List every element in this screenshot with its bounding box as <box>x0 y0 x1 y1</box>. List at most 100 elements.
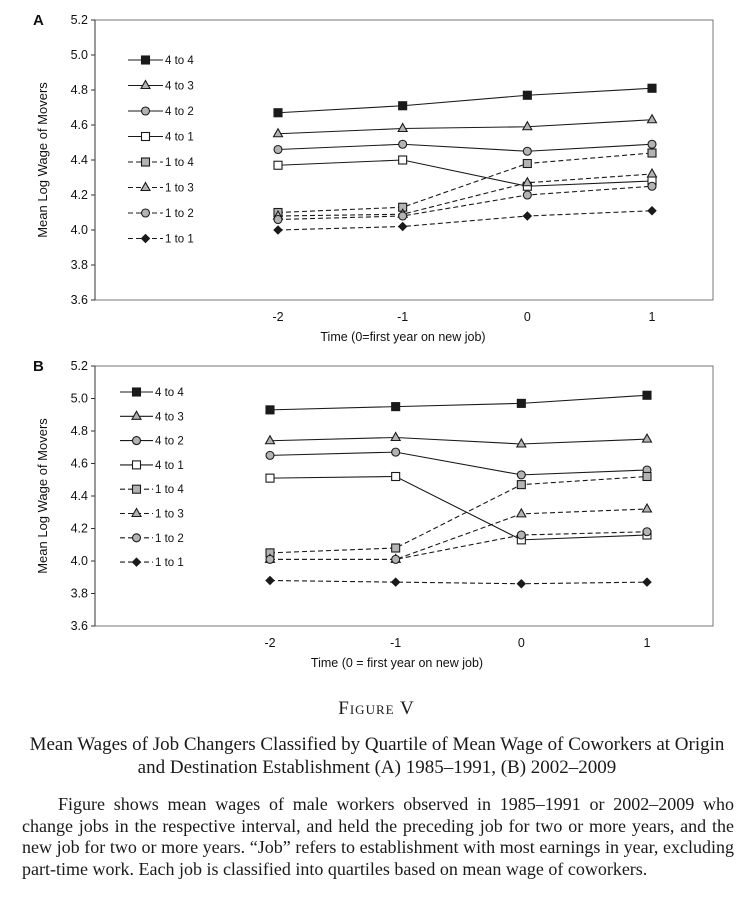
legend-entry: 4 to 4 <box>128 55 194 67</box>
series-line <box>269 436 648 445</box>
series-1-to-1 <box>265 575 652 589</box>
legend-entry: 4 to 1 <box>120 460 184 472</box>
series-4-to-3 <box>264 431 653 448</box>
series-line <box>269 579 648 585</box>
y-tick-label: 4.2 <box>71 188 88 202</box>
data-point <box>265 554 275 564</box>
y-tick-label: 3.8 <box>71 258 88 272</box>
data-point <box>522 211 533 221</box>
series-line <box>277 119 653 135</box>
series-4-to-3 <box>272 113 658 138</box>
legend-entry: 1 to 4 <box>120 484 184 496</box>
legend-marker <box>140 233 151 244</box>
data-point <box>647 181 657 191</box>
figure-label: Figure V <box>338 698 415 719</box>
data-point <box>647 205 657 216</box>
legend-label: 4 to 4 <box>165 55 194 67</box>
data-point <box>391 447 401 457</box>
legend-label: 4 to 2 <box>155 436 184 448</box>
y-tick-label: 4.6 <box>71 118 88 132</box>
data-point <box>516 480 526 490</box>
data-point <box>646 113 658 124</box>
data-point <box>265 473 275 483</box>
series-line <box>270 508 648 560</box>
series-line <box>277 159 653 187</box>
y-tick-label: 5.2 <box>71 359 88 373</box>
y-tick-label: 4.8 <box>71 424 88 438</box>
series-4-to-1 <box>273 155 657 191</box>
panel-b-svg: B 3.6 3.8 4.0 4.2 4.4 4.6 4.8 5.0 5.2 -2 -1 0 1 Time (… <box>33 358 714 670</box>
panel-label: A <box>33 12 44 29</box>
data-point <box>398 155 408 165</box>
series-4-to-4 <box>265 390 652 415</box>
data-point <box>642 527 652 537</box>
data-point <box>516 578 527 589</box>
series-line <box>269 394 648 411</box>
series-4-to-1 <box>265 471 652 545</box>
x-tick-label: 1 <box>649 310 656 324</box>
legend-marker <box>131 507 142 518</box>
y-tick-label: 3.8 <box>71 587 88 601</box>
series-line <box>270 531 648 560</box>
legend-label: 1 to 1 <box>165 234 194 246</box>
plot-frame <box>94 365 714 627</box>
y-tick-label: 4.4 <box>71 489 88 503</box>
legend-marker <box>131 410 142 420</box>
legend-label: 1 to 4 <box>165 157 194 169</box>
y-tick-label: 5.2 <box>71 13 88 27</box>
data-point <box>273 108 283 118</box>
legend-label: 1 to 4 <box>155 484 184 496</box>
data-point <box>515 437 527 448</box>
series-4-to-2 <box>273 139 657 156</box>
x-tick-label: -1 <box>390 636 401 650</box>
legend-entry: 4 to 3 <box>128 79 194 93</box>
x-axis-title: Time (0 = first year on new job) <box>311 656 483 670</box>
panel-label: B <box>33 358 44 375</box>
data-point <box>647 83 657 93</box>
legend-entry: 1 to 1 <box>128 234 194 246</box>
legend-label: 1 to 1 <box>155 557 184 569</box>
legend-marker <box>131 533 142 543</box>
legend-marker <box>140 181 151 192</box>
y-axis-title: Mean Log Wage of Movers <box>35 418 50 574</box>
figure-title: Mean Wages of Job Changers Classified by… <box>29 734 725 778</box>
series-1-to-4 <box>265 471 652 558</box>
y-tick-label: 4.0 <box>71 554 88 568</box>
x-tick-label: -1 <box>397 310 408 324</box>
data-point <box>522 190 532 200</box>
legend-entry: 4 to 3 <box>120 410 184 423</box>
figure-note: Figure shows mean wages of male workers … <box>22 794 734 879</box>
y-tick-label: 3.6 <box>71 293 88 307</box>
data-point <box>391 543 401 553</box>
data-point <box>273 225 283 235</box>
x-axis-title: Time (0=first year on new job) <box>320 330 485 344</box>
legend-label: 4 to 1 <box>165 132 194 144</box>
y-tick-label: 4.0 <box>71 223 88 237</box>
x-tick-label: 1 <box>644 636 651 650</box>
series-line <box>277 143 653 152</box>
series-1-to-2 <box>273 181 657 225</box>
legend-label: 1 to 2 <box>165 208 194 220</box>
data-point <box>521 120 533 131</box>
legend-marker <box>131 436 142 446</box>
series-4-to-2 <box>265 447 652 480</box>
data-point <box>273 214 283 225</box>
series-1-to-2 <box>265 527 652 564</box>
data-point <box>516 530 526 540</box>
data-point <box>521 176 533 187</box>
legend-label: 4 to 4 <box>155 387 184 399</box>
legend-marker <box>140 55 151 65</box>
legend-label: 1 to 2 <box>155 533 184 545</box>
legend-entry: 1 to 3 <box>120 507 184 521</box>
data-point <box>647 139 657 149</box>
legend-entry: 1 to 4 <box>128 157 194 169</box>
data-point <box>398 101 408 111</box>
legend-marker <box>140 131 151 142</box>
y-tick-label: 4.4 <box>71 153 88 167</box>
y-tick-label: 4.2 <box>71 522 88 536</box>
legend-entry: 1 to 2 <box>120 533 184 545</box>
legend-marker <box>140 157 151 167</box>
y-axis-title: Mean Log Wage of Movers <box>35 82 50 238</box>
legend-entry: 1 to 3 <box>128 181 194 195</box>
data-point <box>516 398 526 408</box>
